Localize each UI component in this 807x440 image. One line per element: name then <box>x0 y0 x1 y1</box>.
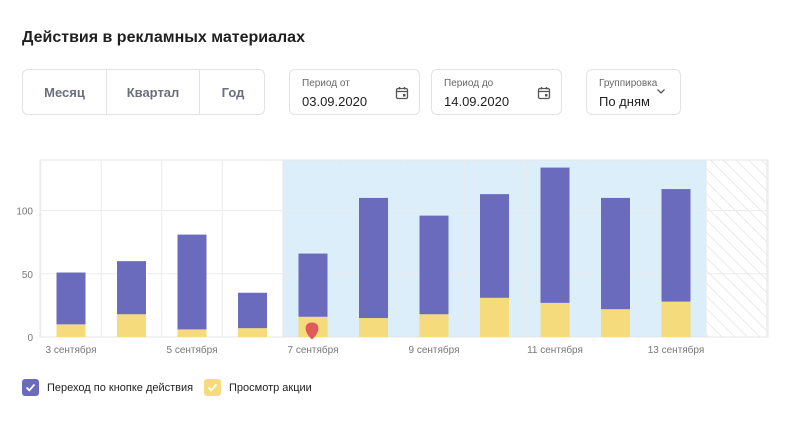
chevron-down-icon <box>657 89 665 94</box>
date-to-label: Период до <box>444 78 494 89</box>
unavailable-range <box>706 160 768 337</box>
bar-segment-action <box>540 167 570 303</box>
check-icon <box>207 383 218 392</box>
bar-segment-action <box>238 292 267 329</box>
legend-label-action: Переход по кнопке действия <box>47 381 194 394</box>
x-tick-label: 5 сентября <box>166 344 217 356</box>
bar-segment-action <box>298 253 328 317</box>
grouping-value: По дням <box>599 94 650 109</box>
period-switch: Месяц Квартал Год <box>22 69 265 115</box>
bar-segment-view <box>359 318 388 337</box>
x-tick-label: 11 сентября <box>527 344 583 356</box>
y-tick-label: 0 <box>27 333 33 344</box>
date-to-field[interactable]: Период до 14.09.2020 <box>431 69 562 115</box>
bar-segment-view <box>540 302 570 337</box>
bar-segment-action <box>601 197 630 310</box>
bar-segment-view <box>601 309 630 337</box>
grouping-select[interactable]: Группировка По дням <box>586 69 681 115</box>
bar-segment-action <box>117 261 146 315</box>
x-tick-label: 7 сентября <box>287 344 338 356</box>
period-year-button[interactable]: Год <box>221 84 245 100</box>
legend-item-action[interactable]: Переход по кнопке действия <box>22 379 193 396</box>
bar-segment-action <box>480 194 509 298</box>
checkbox-icon[interactable] <box>204 379 221 396</box>
period-quarter-button[interactable]: Квартал <box>107 70 200 114</box>
x-tick-label: 13 сентября <box>648 344 705 356</box>
page-title: Действия в рекламных материалах <box>22 29 305 46</box>
x-tick-label: 9 сентября <box>408 344 459 356</box>
bar-segment-view <box>117 314 146 337</box>
grouping-label: Группировка <box>599 78 658 89</box>
bar-segment-view <box>661 301 691 337</box>
bar-segment-action <box>359 197 388 319</box>
legend-item-view[interactable]: Просмотр акции <box>204 379 312 396</box>
stacked-bar-chart: 0 50 100 3 сентября 5 сентября 7 сентября 9 се… <box>16 159 769 356</box>
bar-segment-view <box>177 329 207 337</box>
bar-segment-view <box>238 328 267 337</box>
bar-segment-action <box>177 234 207 330</box>
x-tick-label: 3 сентября <box>45 344 96 356</box>
calendar-icon[interactable] <box>395 86 409 100</box>
date-from-label: Период от <box>302 78 350 89</box>
bar-segment-action <box>661 189 691 302</box>
bar-segment-action <box>419 215 449 315</box>
y-tick-label: 50 <box>22 270 34 281</box>
bar-segment-action <box>56 272 86 325</box>
chart-area: 0 50 100 3 сентября 5 сентября 7 сентября 9 се… <box>0 150 807 370</box>
date-from-field[interactable]: Период от 03.09.2020 <box>289 69 420 115</box>
y-tick-label: 100 <box>16 207 33 218</box>
calendar-icon[interactable] <box>537 86 551 100</box>
date-to-value: 14.09.2020 <box>444 94 510 109</box>
period-month-button[interactable]: Месяц <box>23 70 107 114</box>
check-icon <box>25 383 36 392</box>
date-from-value: 03.09.2020 <box>302 94 368 109</box>
bar-segment-view <box>480 297 509 337</box>
checkbox-icon[interactable] <box>22 379 39 396</box>
event-marker <box>305 322 319 340</box>
bar-segment-view <box>56 324 86 337</box>
bar-segment-view <box>419 314 449 337</box>
legend-label-view: Просмотр акции <box>229 381 312 394</box>
